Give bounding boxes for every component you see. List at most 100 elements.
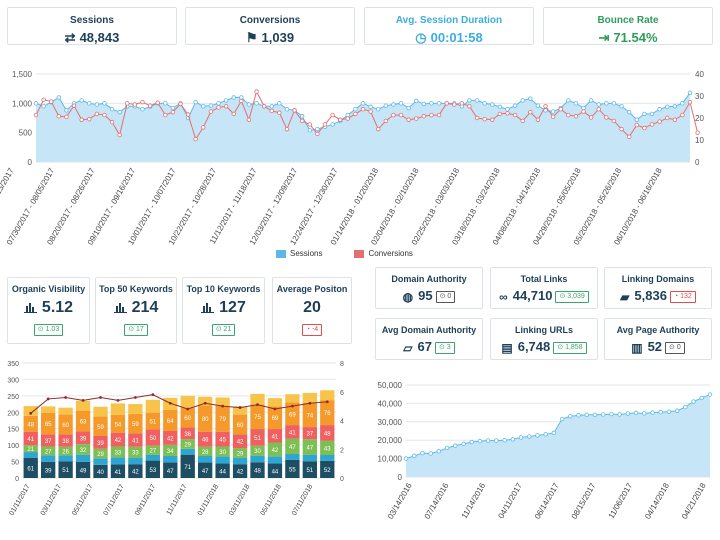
sessions-point [330,122,335,127]
avg-position-point [116,398,120,402]
sessions-point [429,101,434,106]
stacked-bar-segment [163,444,178,456]
bar-value-label: 80 [202,417,209,423]
stacked-bar-segment [128,446,143,458]
sessions-point [680,101,685,106]
stacked-bar-segment [110,403,126,415]
x-tick-label: 11/14/2016 [460,481,488,520]
bar-value-label: 60 [62,423,69,429]
stacked-bar-segment [180,427,195,440]
link-metric-card: Linking URLs ▤ 6,748 ⊙ 1,858 [490,318,598,360]
sessions-point [79,98,84,103]
sessions-point [231,95,236,100]
bar-value-label: 51 [62,468,69,474]
conversions-point [619,126,624,132]
stacked-bar-segment [93,464,108,478]
stacked-bar-segment [145,454,160,461]
avg-position-point [203,401,207,405]
kpi-conversions-card: Conversions ⚑ 1,039 [185,7,355,45]
bar-value-label: 40 [97,470,104,476]
x-tick-label: 03/11/2018 [228,483,251,516]
seo-card-label: Top 10 Keywords [186,284,261,294]
stacked-bar-segment [75,400,91,411]
stacked-bar-segment [23,445,38,453]
sessions-point [391,102,396,107]
stacked-bar-segment [215,431,230,447]
stacked-bar-segment [215,405,230,432]
conversions-point [649,122,655,127]
conversions-point [292,108,297,113]
avg-position-point [308,401,312,405]
stacked-bar-segment [232,406,248,415]
sessions-point [239,95,244,100]
y-left-tick-label: 0 [398,473,403,482]
links-point [485,438,491,443]
sessions-point [368,104,373,110]
badge-icon: ⊙ [37,325,46,333]
conversions-point [543,104,548,109]
badge-value: 0 [447,292,452,300]
bar-value-label: 51 [306,468,313,474]
conversions-point [140,99,145,105]
avg-position-point [221,404,225,408]
conversions-point [573,114,579,119]
seo-card: Top 10 Keywords 127 ⊙ 21 [182,277,265,344]
badge-value: 3 [446,343,451,351]
link-metric-value: 6,748 [517,339,551,354]
bar-value-label: 41 [27,437,34,443]
sessions-point [56,95,62,100]
stacked-bar-segment [267,442,283,457]
bar-value-label: 48 [254,469,261,475]
badge-icon: ⊙ [215,325,224,333]
bar-value-label: 36 [184,432,191,438]
stacked-bar-segment [198,396,213,406]
bar-value-label: 45 [219,438,226,444]
sessions-point [604,101,609,106]
bar-value-label: 63 [80,419,87,425]
sessions-point [581,105,586,111]
stacked-bar-segment [128,404,143,414]
conversions-point [269,108,274,114]
stacked-bar-segment [58,434,73,447]
bar-value-label: 34 [167,449,174,455]
badge-value: 132 [680,292,692,300]
conversions-point [261,104,267,109]
stacked-bar-segment [198,431,213,447]
stacked-bar-segment [215,456,230,464]
clock-icon: ◷ [415,30,427,45]
seo-card: Top 50 Keywords 214 ⊙ 17 [95,277,177,344]
y-left-tick-label: 1,000 [12,99,33,108]
y-left-tick-label: 50,000 [378,381,403,390]
links-point [576,413,581,418]
y-right-tick-label: 4 [340,419,344,426]
bar-value-label: 42 [132,470,139,476]
links-point [683,404,688,410]
conversions-line [35,90,699,141]
sessions-point [490,102,495,107]
link-metric-card: Total Links ∞ 44,710 ⊙ 3,039 [490,267,598,309]
links-point [600,412,606,417]
conversions-point [626,134,632,139]
change-badge: ◔ 132 [669,290,696,303]
conversions-point [588,115,594,120]
bar-value-label: 48 [324,431,331,437]
bar-value-label: 41 [272,434,279,440]
conversions-point [64,114,69,120]
badge-value: 17 [136,325,144,333]
stacked-bar-segment [163,409,178,432]
bar-value-label: 71 [184,465,191,471]
avg-position-point [81,398,85,402]
stacked-bar-segment [145,429,160,446]
sessions-point [345,112,350,118]
conversions-point [642,125,647,131]
stacked-bar-segment [302,427,317,440]
bar-value-label: 42 [272,448,279,454]
change-badge: ⊙ 17 [124,323,148,336]
bar-value-label: 27 [45,449,52,455]
conversions-point [223,104,229,109]
links-point [642,411,647,416]
conversions-point [155,100,160,105]
sessions-point [360,101,366,106]
conversions-point [604,115,609,120]
links-point [666,409,672,414]
